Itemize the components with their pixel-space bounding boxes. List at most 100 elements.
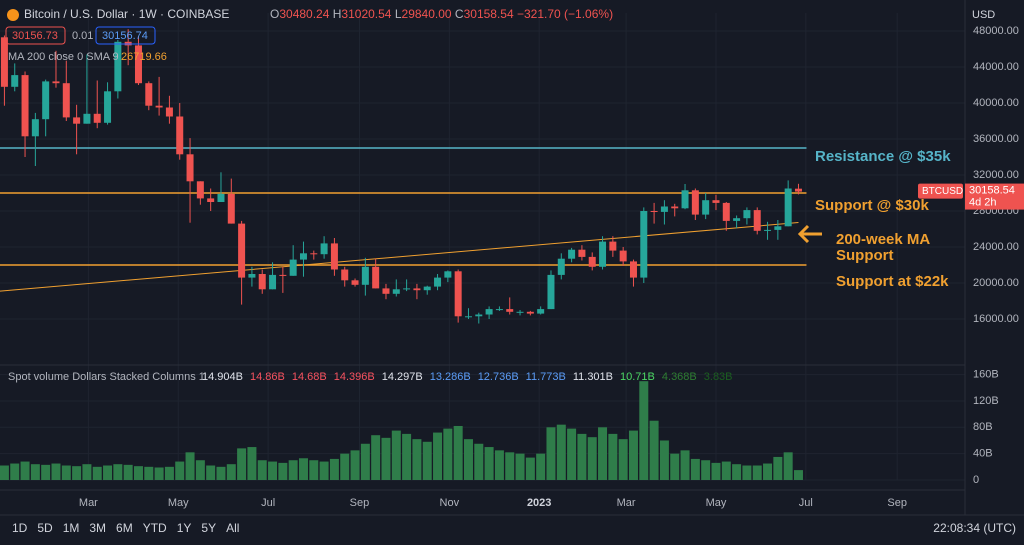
range-button[interactable]: 1D <box>12 521 28 535</box>
candle-body <box>93 113 101 123</box>
volume-bar <box>350 450 360 480</box>
candle-body <box>413 288 421 291</box>
c-value: 30158.54 <box>464 7 514 21</box>
candle-body <box>196 181 204 199</box>
candle-body <box>289 259 297 276</box>
candle-body <box>733 218 741 221</box>
candle-body <box>227 193 235 224</box>
x-tick-label: Jul <box>799 497 813 509</box>
sell-price[interactable]: 30156.73 <box>12 30 58 42</box>
candle-body <box>176 116 184 155</box>
candle-body <box>248 274 256 278</box>
range-button[interactable]: All <box>226 521 239 535</box>
arrow <box>797 224 822 244</box>
candle-body <box>557 258 565 275</box>
volume-bar <box>226 464 236 480</box>
annotation: Support at $22k <box>836 273 949 290</box>
volume-bar <box>494 450 504 480</box>
candle-body <box>619 250 627 262</box>
volume-bar <box>92 466 102 480</box>
volume-bar <box>505 452 515 480</box>
volume-bar <box>123 464 133 480</box>
volume-bar <box>474 443 484 480</box>
range-button[interactable]: 5D <box>37 521 53 535</box>
candle-body <box>722 202 730 221</box>
volume-bar <box>113 464 123 480</box>
x-tick-label: Mar <box>79 497 98 509</box>
volume-bar <box>278 462 288 480</box>
candle-body <box>165 107 173 117</box>
x-tick-label: May <box>168 497 189 509</box>
candle-body <box>299 253 307 260</box>
range-button[interactable]: 3M <box>89 521 106 535</box>
volume-bar <box>670 453 680 480</box>
candle-body <box>599 241 607 267</box>
candle-body <box>784 188 792 227</box>
candle-body <box>21 75 29 137</box>
y-tick-label: 20000.00 <box>973 277 1019 289</box>
volume-bar <box>133 466 143 480</box>
volume-bar <box>41 464 51 480</box>
clock: 22:08:34 (UTC) <box>933 521 1016 535</box>
c-label: C <box>455 7 464 21</box>
candle-body <box>454 271 462 317</box>
candle-body <box>83 113 91 124</box>
volume-bar <box>298 458 308 480</box>
buy-price[interactable]: 30156.74 <box>102 30 148 42</box>
volume-legend-value: 3.83B <box>704 371 733 383</box>
candle-body <box>0 37 8 87</box>
range-button[interactable]: 5Y <box>201 521 216 535</box>
buy-button[interactable] <box>95 26 156 45</box>
volume-bar <box>742 465 752 480</box>
candle-body <box>279 274 287 276</box>
candle-body <box>578 249 586 257</box>
ma-value: 26719.66 <box>121 51 167 63</box>
volume-bar <box>360 443 370 480</box>
price-tag-value: 30158.54 <box>969 184 1015 196</box>
candle-body <box>516 311 524 313</box>
volume-bar <box>721 461 731 480</box>
btc-icon <box>7 9 19 21</box>
sell-button[interactable] <box>5 26 66 45</box>
candle-body <box>650 211 658 212</box>
candle-body <box>320 243 328 255</box>
volume-bar <box>536 453 546 480</box>
volume-bar <box>484 447 494 480</box>
candle-body <box>207 198 215 202</box>
volume-legend-value: 11.301B <box>573 371 613 383</box>
range-button[interactable]: YTD <box>143 521 167 535</box>
currency-select[interactable]: USD <box>972 9 995 21</box>
candle-body <box>104 91 112 123</box>
annotation: Resistance @ $35k <box>815 148 951 165</box>
countdown: 4d 2h <box>969 196 997 208</box>
range-button[interactable]: 6M <box>116 521 133 535</box>
candle-body <box>526 311 534 314</box>
volume-bar <box>10 463 20 480</box>
volume-legend-value: 14.396B <box>334 371 375 383</box>
candle-body <box>114 41 122 92</box>
volume-bar <box>185 452 195 480</box>
candle-body <box>269 274 277 290</box>
o-label: O <box>270 7 279 21</box>
volume-legend-value: 14.297B <box>382 371 423 383</box>
range-button[interactable]: 1M <box>63 521 80 535</box>
candle-body <box>660 206 668 212</box>
candle-body <box>351 280 359 285</box>
candle-body <box>712 200 720 203</box>
candle-body <box>640 211 648 278</box>
candle-body <box>382 288 390 294</box>
candle-body <box>186 154 194 182</box>
change: −321.70 (−1.06%) <box>517 7 613 21</box>
candle-body <box>341 269 349 281</box>
candle-body <box>310 253 318 255</box>
x-tick-label: Jul <box>261 497 275 509</box>
volume-bar <box>793 470 803 480</box>
volume-bar <box>216 466 226 480</box>
candle-body <box>702 200 710 215</box>
candle-body <box>145 83 153 106</box>
range-button[interactable]: 1Y <box>177 521 192 535</box>
candle-body <box>217 193 225 202</box>
candle-body <box>11 75 19 87</box>
h-label: H <box>333 7 342 21</box>
x-tick-label: May <box>706 497 727 509</box>
